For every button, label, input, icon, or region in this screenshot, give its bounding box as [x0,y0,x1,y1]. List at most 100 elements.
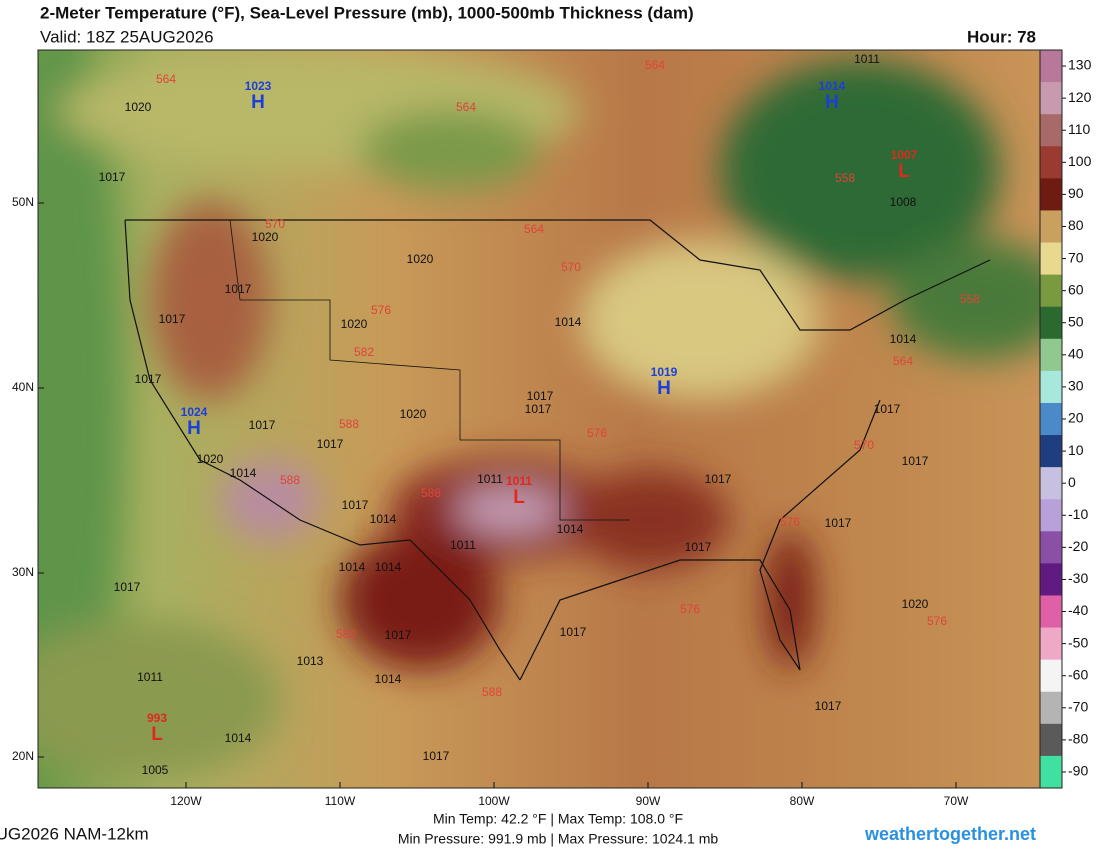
isobar-label: 1017 [902,454,929,468]
isobar-label: 1020 [252,230,279,244]
isobar-label: 1017 [825,516,852,530]
colorbar-swatch [1040,178,1062,211]
isobar-label: 1014 [555,315,582,329]
thickness-label: 576 [371,303,391,317]
isobar-label: 1014 [339,560,366,574]
isobar-label: 1014 [370,512,397,526]
isobar-label: 1017 [423,749,450,763]
site-credit[interactable]: weathertogether.net [864,824,1036,844]
pressure-center-symbol: H [187,418,201,439]
colorbar-swatch [1040,274,1062,308]
lon-label: 90W [636,794,661,808]
isobar-label: 1017 [225,282,252,296]
lon-label: 80W [790,794,815,808]
thickness-label: 564 [156,72,176,86]
thickness-label: 570 [561,260,581,274]
isobar-label: 1017 [815,699,842,713]
lon-label: 120W [170,794,202,808]
colorbar-swatch [1040,370,1062,404]
colorbar-label: 70 [1068,249,1084,265]
thickness-label: 576 [587,426,607,440]
isobar-label: 1013 [297,654,324,668]
isobar-label: 1020 [125,100,152,114]
isobar-label: 1017 [114,580,141,594]
colorbar-label: 130 [1068,57,1092,73]
title: 2-Meter Temperature (°F), Sea-Level Pres… [40,3,694,22]
colorbar-label: 90 [1068,185,1084,201]
pressure-center-symbol: H [657,378,671,399]
colorbar-label: 50 [1068,313,1084,329]
isobar-label: 1014 [890,332,917,346]
colorbar-swatch [1040,499,1062,532]
colorbar-label: 80 [1068,217,1084,233]
isobar-label: 1017 [525,402,552,416]
pressure-center-value: 1023 [245,79,272,93]
colorbar-swatch [1040,50,1062,83]
pressure-center-symbol: L [151,724,163,745]
thickness-label: 564 [893,354,913,368]
isobar-label: 1020 [197,452,224,466]
colorbar-swatch [1040,114,1062,147]
pressure-center-symbol: H [825,92,839,113]
thickness-label: 588 [482,685,502,699]
colorbar-label: 110 [1068,121,1091,137]
pressure-center-value: 993 [147,711,167,725]
isobar-label: 1014 [230,466,257,480]
colorbar-swatch [1040,210,1062,244]
colorbar-label: -30 [1068,570,1088,586]
lon-label: 110W [325,794,356,808]
lon-label: 70W [944,794,969,808]
isobar-label: 1014 [375,560,402,574]
colorbar-swatch [1040,402,1062,436]
pressure-center-symbol: H [251,92,265,113]
pressure-center-value: 1011 [506,474,532,488]
isobar-label: 1005 [142,763,169,777]
colorbar-label: 10 [1068,442,1084,458]
colorbar-swatch [1040,531,1062,564]
thickness-label: 588 [339,417,359,431]
colorbar-swatch [1040,242,1062,276]
isobar-label: 1017 [99,170,126,184]
lon-label: 100W [478,794,510,808]
forecast-hour: Hour: 78 [967,27,1036,46]
isobar-label: 1017 [527,389,554,403]
borders [124,219,991,681]
colorbar-label: 30 [1068,378,1084,394]
colorbar-frame [1039,49,1063,789]
colorbar-label: -40 [1068,602,1088,618]
pressure-center-value: 1019 [651,365,678,379]
isobar-label: 1017 [385,628,412,642]
lat-label: 40N [12,380,34,394]
colorbar-label: -70 [1068,698,1088,714]
isobar-label: 1011 [477,472,503,486]
isobar-label: 1008 [890,195,917,209]
isobar-label: 1020 [400,407,427,421]
thickness-label: 588 [280,473,300,487]
colorbar-label: -10 [1068,506,1088,522]
thickness-label: 576 [780,515,800,529]
valid-time: Valid: 18Z 25AUG2026 [40,27,214,46]
colorbar-label: 120 [1068,89,1092,105]
lat-label: 30N [12,565,34,579]
pressure-center-value: 1024 [181,405,208,419]
isobar-label: 1017 [705,472,732,486]
lat-label: 50N [12,195,34,209]
temperature-field [38,50,1040,780]
pressure-center-symbol: L [513,487,525,508]
isobar-label: 1017 [249,418,276,432]
thickness-label: 582 [354,345,374,359]
isobar-label: 1014 [375,672,402,686]
lat-label: 20N [12,749,34,763]
isobar-label: 1014 [225,731,252,745]
colorbar-swatch [1040,146,1062,179]
colorbar-swatch [1040,755,1062,789]
isobar-label: 1020 [902,597,929,611]
colorbar-label: -90 [1068,763,1088,779]
isobar-label: 1017 [560,625,587,639]
colorbar-swatch [1040,659,1062,693]
thickness-label: 564 [645,58,665,72]
colorbar-label: -50 [1068,634,1088,650]
colorbar-swatch [1040,467,1062,500]
